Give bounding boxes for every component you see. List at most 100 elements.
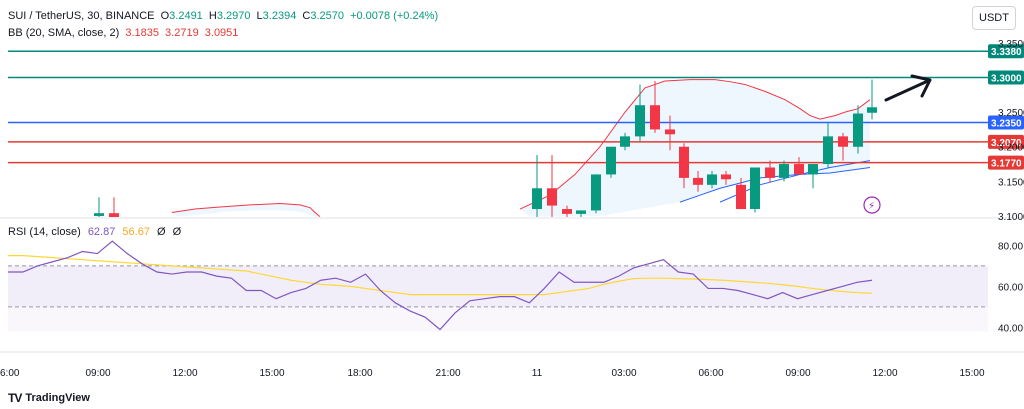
candle (721, 170, 731, 185)
price-level-tag (988, 70, 1024, 85)
bb-basis-value: 3.1835 (125, 27, 159, 39)
high-label: H (208, 10, 217, 22)
candle-body (867, 107, 877, 113)
lightning-icon (863, 196, 881, 214)
rsi-label: RSI (14, close) (8, 226, 81, 238)
rsi-ma-value: 56.67 (122, 226, 150, 238)
candle (562, 205, 572, 217)
candle (808, 164, 818, 189)
candle (665, 115, 675, 151)
candle (606, 146, 616, 178)
candle-body (591, 174, 601, 211)
candle-body (109, 213, 119, 217)
candle (591, 174, 601, 214)
candle (779, 160, 789, 182)
low-label: L (256, 10, 263, 22)
high-value: 3.2970 (216, 10, 251, 22)
rsi-extra-1: Ø (157, 226, 166, 238)
candle-body (532, 188, 542, 210)
candle-body (547, 188, 557, 206)
candle (736, 177, 746, 210)
close-value: 3.2570 (310, 10, 344, 22)
close-label: C (302, 10, 311, 22)
time-tick-label: 06:00 (698, 368, 723, 379)
price-level-label: 3.2350 (991, 119, 1022, 130)
time-tick-label: 6:00 (0, 368, 20, 379)
candle (867, 79, 877, 120)
price-tick-label: 3.2500 (998, 108, 1024, 119)
open-value: 3.2491 (169, 10, 203, 22)
candle-body (765, 167, 775, 178)
candle-body (707, 174, 717, 185)
candle-body (576, 210, 586, 214)
candle (707, 170, 717, 189)
lightning-glyph: ⚡ (868, 201, 875, 212)
bb-upper-line-right (519, 79, 871, 210)
candle-body (823, 136, 833, 165)
rsi-legend[interactable]: RSI (14, close) 62.87 56.67 Ø Ø (8, 226, 185, 238)
candle (635, 84, 645, 142)
candle (620, 132, 630, 151)
rsi-ma-line (8, 254, 873, 296)
candle-body (794, 164, 804, 175)
rsi-tick-label: 40.00 (998, 323, 1023, 334)
time-tick-label: 15:00 (959, 368, 984, 379)
bb-legend[interactable]: BB (20, SMA, close, 2) 3.1835 3.2719 3.0… (8, 27, 241, 39)
bollinger-bands (171, 79, 871, 218)
candle (823, 122, 833, 168)
low-value: 3.2394 (262, 10, 297, 22)
time-tick-label: 11 (532, 368, 543, 379)
candle (547, 155, 557, 217)
candle (750, 167, 760, 213)
symbol-legend: SUI / TetherUS, 30, BINANCE O3.2491 H3.2… (8, 10, 441, 22)
candle (693, 170, 703, 192)
price-level-label: 3.1770 (991, 159, 1022, 170)
candle-body (736, 184, 746, 210)
price-tick-label: 3.3500 (998, 39, 1024, 50)
time-tick-label: 21:00 (435, 368, 460, 379)
candle-body (693, 177, 703, 185)
bb-fill-left (172, 203, 320, 217)
candle-body (562, 209, 572, 214)
bb-lower-value: 3.0951 (204, 27, 239, 39)
candle (794, 157, 804, 175)
rsi-line (8, 240, 873, 331)
price-tick-label: 3.2000 (998, 143, 1024, 154)
candle (838, 132, 848, 161)
bb-upper-line-left (171, 203, 321, 218)
rsi-tick-label: 60.00 (998, 282, 1023, 293)
candle-body (94, 213, 104, 216)
candle-body (635, 105, 645, 137)
candle (532, 155, 542, 217)
tradingview-logo-icon: TV (8, 391, 22, 405)
candle-body (779, 164, 789, 178)
candle-body (808, 164, 818, 175)
time-tick-label: 03:00 (611, 368, 636, 379)
price-tick-label: 3.1000 (998, 212, 1024, 223)
candle (853, 105, 863, 154)
trend-arrow-icon (884, 74, 932, 102)
rsi-band (8, 265, 988, 307)
price-level-label: 3.3380 (991, 47, 1022, 58)
tradingview-brand[interactable]: TV TradingView (8, 391, 90, 405)
bb-label: BB (20, SMA, close, 2) (8, 27, 120, 39)
currency-unit-button[interactable]: USDT (972, 6, 1016, 30)
price-tick-label: 3.1500 (998, 177, 1024, 188)
candle-body (606, 146, 616, 175)
candles (94, 79, 877, 217)
candle-body (650, 105, 660, 130)
open-label: O (160, 10, 170, 22)
candle-body (665, 129, 675, 135)
candle-body (620, 136, 630, 147)
time-tick-label: 09:00 (85, 368, 110, 379)
rsi-lower-band (8, 306, 988, 332)
rsi-panel: 80.00 60.00 40.00 (8, 240, 1023, 334)
price-level-label: 3.2070 (991, 138, 1022, 149)
time-tick-label: 12:00 (172, 368, 197, 379)
bb-upper-value: 3.2719 (165, 27, 199, 39)
candle (109, 197, 119, 217)
candle (679, 143, 689, 189)
price-levels: 3.3380 3.3000 3.2350 3.2070 3.1770 (8, 44, 1024, 170)
price-axis: 3.1000 3.1500 3.2000 3.2500 3.3500 (0, 39, 1024, 223)
